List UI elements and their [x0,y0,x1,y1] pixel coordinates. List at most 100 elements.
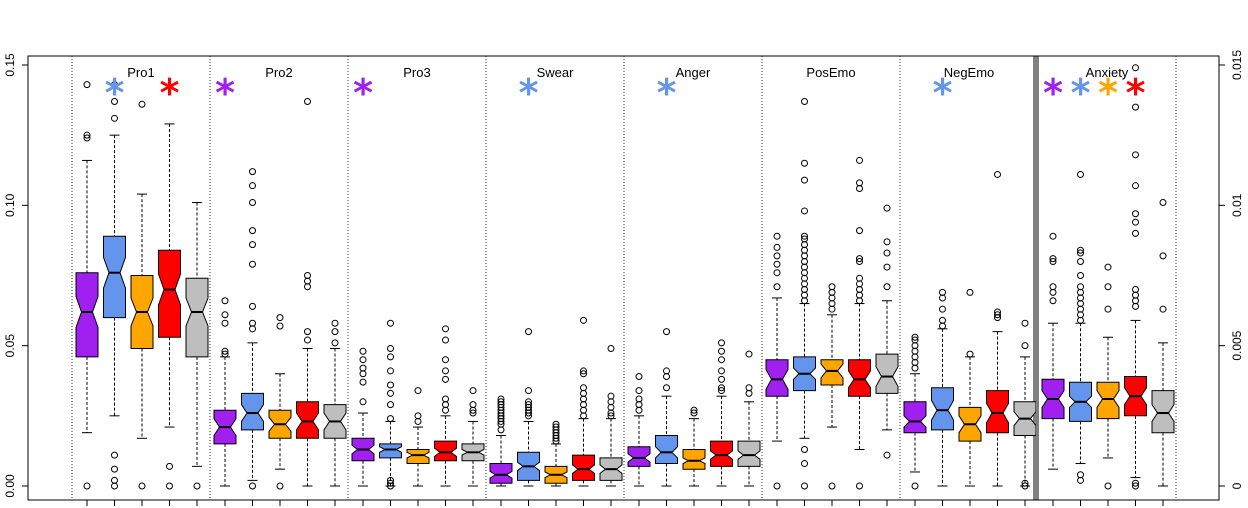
outlier-point [442,375,449,383]
outlier-point [1077,283,1084,291]
outlier-point [304,283,311,291]
outlier-point [911,364,919,372]
outlier-point [580,384,587,392]
outlier-point [1021,479,1029,487]
outlier-point [856,156,863,164]
group-pro1: Pro1* * [75,65,209,490]
outlier-point [1049,232,1057,240]
outlier-point [1049,257,1057,265]
outlier-point [525,409,532,417]
outlier-point [939,322,946,330]
box [103,81,126,490]
outlier-point [1132,482,1139,490]
box-body [682,449,706,470]
outlier-point [138,482,146,490]
box [434,325,457,487]
outlier-point [911,359,919,367]
outlier-point [939,305,946,313]
outlier-point [966,350,974,358]
significance-star: * [1071,71,1091,115]
outlier-point [856,291,863,299]
outlier-point [1077,288,1084,296]
group-posemo: PosEmo [765,65,899,490]
outlier-point [856,255,863,263]
right-y-tick-label: 0.01 [1230,193,1244,217]
outlier-point [1132,210,1139,218]
outlier-point [1077,257,1084,265]
outlier-point [663,328,670,336]
box [820,283,844,490]
outlier-point [994,170,1001,178]
box [931,288,954,487]
outlier-point [663,373,670,381]
outlier-point [801,257,808,265]
left-y-axis: 0.00 0.05 0.10 0.15 [3,53,28,498]
box [875,204,899,459]
outlier-point [801,269,808,277]
outlier-point [497,426,505,434]
outlier-point [525,412,532,420]
outlier-point [1159,199,1167,207]
outlier-point [883,238,891,246]
group-label: Anxiety [1086,65,1129,80]
outlier-point [994,314,1001,322]
outlier-point [1077,246,1084,254]
outlier-point [442,401,449,409]
outlier-point [801,297,808,305]
outlier-point [387,482,394,490]
outlier-point [939,288,946,296]
outlier-point [718,384,725,392]
outlier-point [166,482,173,490]
outlier-point [718,347,725,355]
outlier-point [442,356,449,364]
outlier-point [718,375,725,383]
box [517,328,540,487]
outlier-point [856,184,863,192]
outlier-point [580,370,587,378]
outlier-point [663,367,670,375]
box [406,387,430,487]
outlier-point [1021,482,1029,490]
group-negemo: NegEmo* [903,65,1037,490]
outlier-point [718,367,725,375]
box [241,168,264,490]
significance-star: * [933,71,953,115]
box [627,373,651,487]
outlier-point [304,328,311,336]
outlier-point [856,274,863,282]
box-body [103,235,126,319]
significance-star: * [657,71,677,115]
outlier-point [83,482,91,490]
outlier-point [883,451,891,459]
right-y-axis: 0 0.005 0.01 0.015 [1219,50,1244,489]
group-swear: Swear* [489,65,623,487]
outlier-point [331,328,339,336]
outlier-point [773,232,781,240]
outlier-point [939,294,946,302]
box [461,387,485,487]
outlier-point [111,97,118,105]
outlier-point [828,482,836,490]
outlier-point [773,243,781,251]
outlier-point [828,305,836,313]
outlier-point [1132,182,1139,190]
outlier-point [1159,305,1167,313]
outlier-point [911,333,919,341]
outlier-point [1021,319,1029,327]
outlier-point [607,403,615,411]
outlier-point [745,350,753,358]
outlier-point [221,347,229,355]
group-anger: Anger* [627,65,761,487]
outlier-point [359,398,367,406]
box [544,420,568,487]
group-pro2: Pro2 * [213,65,347,490]
box-body [986,390,1009,434]
outlier-point [994,311,1001,319]
outlier-point [442,406,449,414]
outlier-point [442,367,449,375]
box [130,100,154,490]
outlier-point [359,356,367,364]
outlier-point [1104,305,1112,313]
box-body [848,359,871,397]
